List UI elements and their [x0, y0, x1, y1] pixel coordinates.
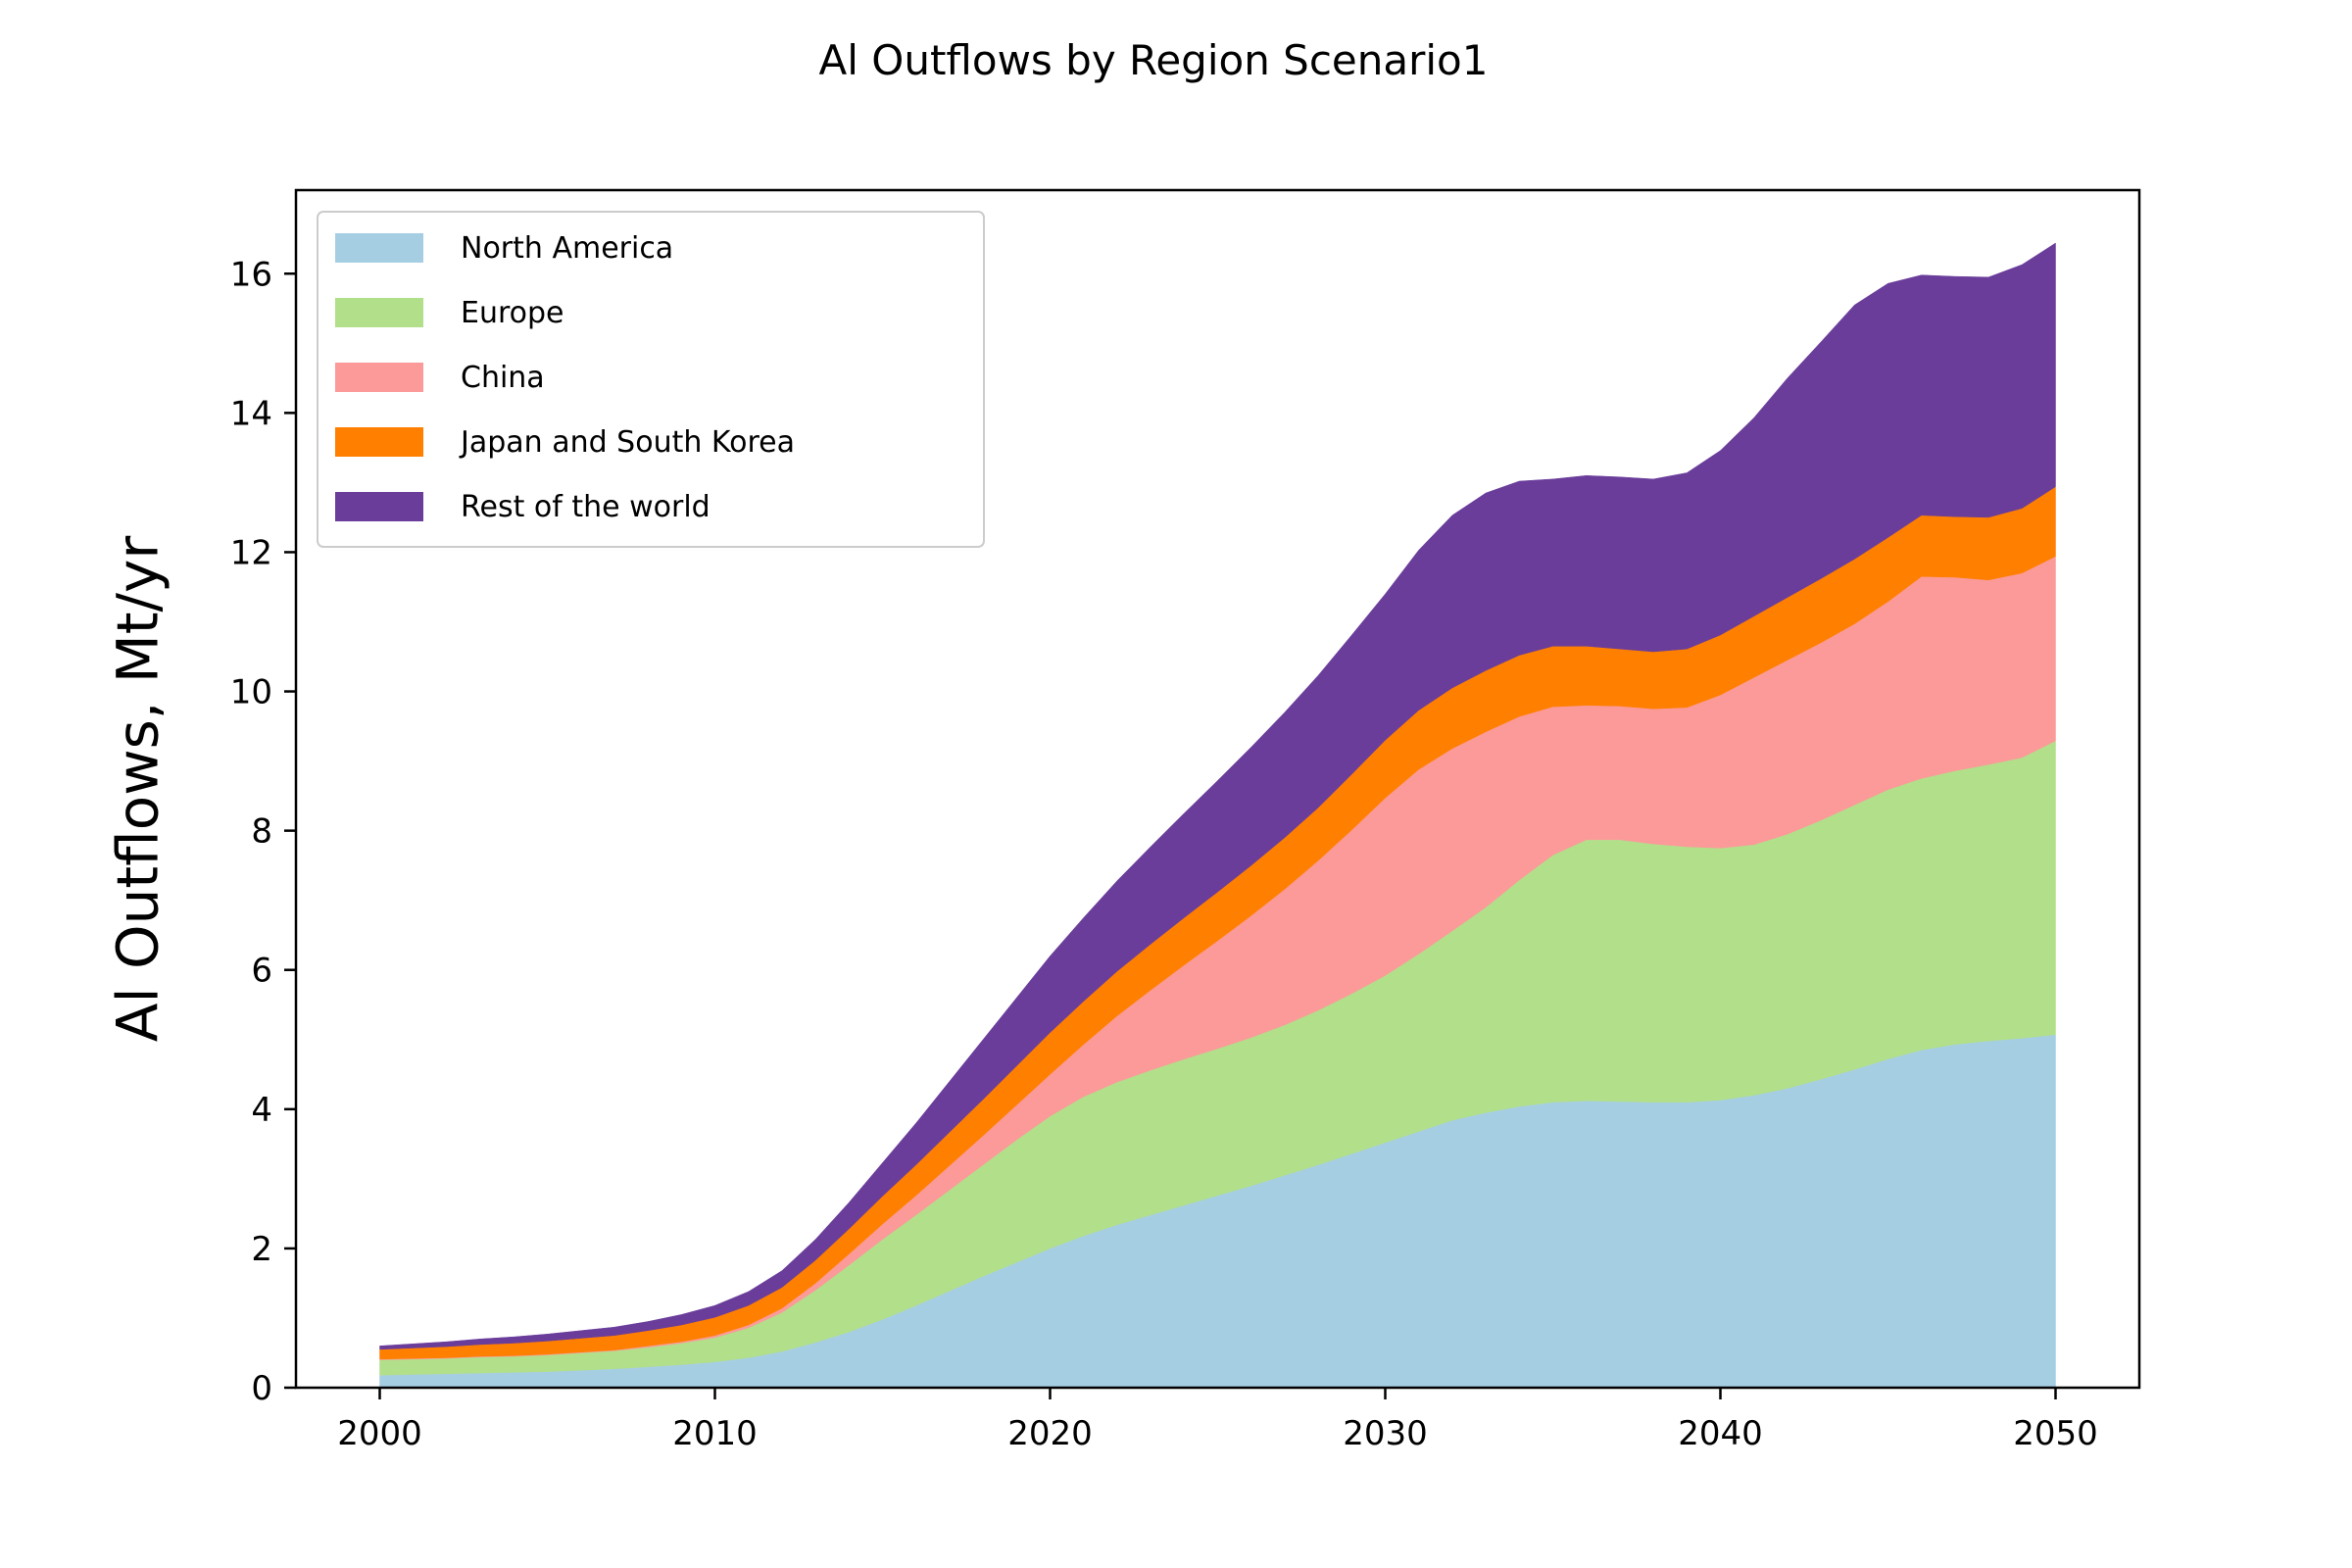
y-tick-label: 8 — [251, 812, 272, 852]
x-tick-label: 2010 — [672, 1414, 758, 1453]
x-tick-label: 2030 — [1343, 1414, 1428, 1453]
y-tick-label: 6 — [251, 952, 272, 991]
legend: North America Europe China Japan and South … — [317, 211, 985, 548]
legend-swatch — [335, 298, 423, 327]
y-tick-label: 2 — [251, 1230, 272, 1269]
x-tick-label: 2000 — [337, 1414, 422, 1453]
y-tick-label: 10 — [230, 673, 272, 712]
y-tick-label: 16 — [230, 255, 272, 294]
x-tick-label: 2020 — [1007, 1414, 1093, 1453]
y-tick-label: 12 — [230, 533, 272, 572]
legend-label: Rest of the world — [461, 490, 710, 524]
y-tick-label: 14 — [230, 394, 272, 433]
legend-label: China — [461, 361, 545, 395]
x-tick-label: 2040 — [1678, 1414, 1763, 1453]
y-tick-label: 0 — [251, 1369, 272, 1408]
legend-swatch — [335, 427, 423, 457]
legend-swatch — [335, 492, 423, 521]
plot-frame — [294, 188, 2141, 1390]
legend-label: Europe — [461, 296, 564, 330]
y-tick-label: 4 — [251, 1091, 272, 1130]
legend-box — [317, 211, 985, 548]
y-axis-label: Al Outflows, Mt/yr — [104, 536, 171, 1043]
legend-label: North America — [461, 231, 673, 266]
legend-label: Japan and South Korea — [459, 425, 795, 460]
x-tick-label: 2050 — [2013, 1414, 2098, 1453]
legend-swatch — [335, 233, 423, 263]
area-rest-of-the-world — [379, 242, 2056, 1350]
series-areas — [379, 242, 2056, 1389]
y-axis-ticks: 0 2 4 6 8 10 12 14 16 — [230, 255, 296, 1408]
chart-title: Al Outflows by Region Scenario1 — [819, 36, 1489, 84]
legend-swatch — [335, 363, 423, 392]
x-axis-ticks: 2000 2010 2020 2030 2040 2050 — [337, 1388, 2098, 1453]
